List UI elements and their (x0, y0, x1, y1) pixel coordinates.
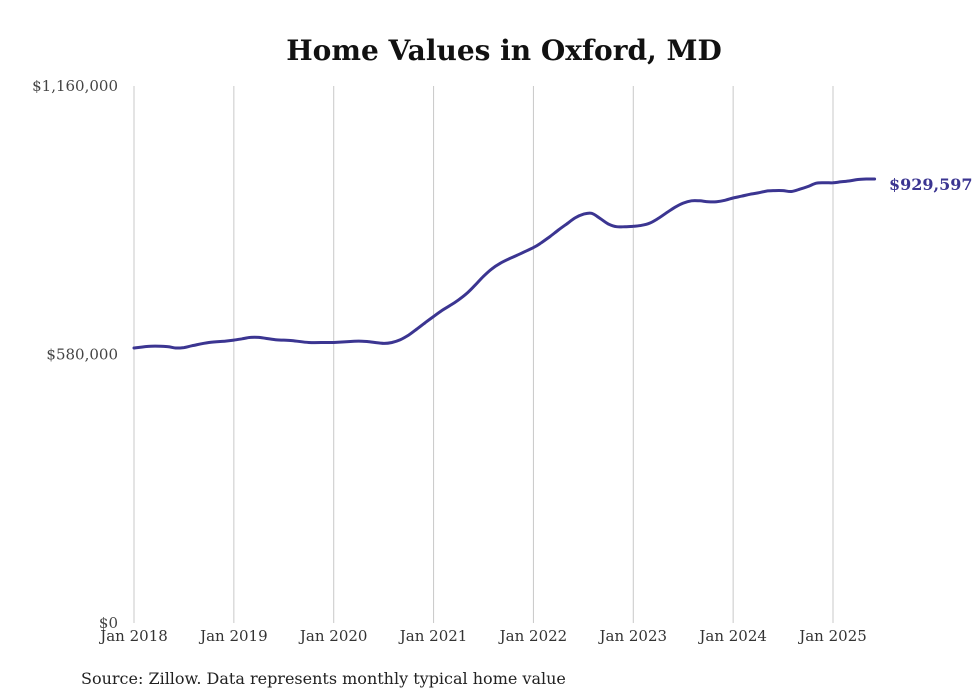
chart-title: Home Values in Oxford, MD (286, 34, 722, 67)
x-tick-label: Jan 2024 (697, 627, 767, 645)
x-tick-label: Jan 2020 (298, 627, 368, 645)
y-tick-label: $1,160,000 (32, 77, 118, 95)
y-tick-label: $0 (99, 614, 118, 632)
x-tick-label: Jan 2021 (398, 627, 468, 645)
y-tick-label: $580,000 (46, 346, 118, 364)
x-tick-label: Jan 2025 (797, 627, 867, 645)
end-value-label: $929,597 (889, 175, 973, 194)
series-layer (132, 177, 877, 350)
x-tick-label: Jan 2023 (598, 627, 668, 645)
grid-lines (133, 86, 834, 623)
x-tick-label: Jan 2022 (498, 627, 568, 645)
x-tick-label: Jan 2018 (98, 627, 168, 645)
source-note: Source: Zillow. Data represents monthly … (81, 669, 566, 688)
x-tick-label: Jan 2019 (198, 627, 268, 645)
y-axis: $0 $580,000 $1,160,000 (32, 77, 118, 632)
series-line-0 (132, 177, 877, 350)
x-axis: Jan 2018 Jan 2019 Jan 2020 Jan 2021 Jan 2022… (98, 627, 867, 645)
